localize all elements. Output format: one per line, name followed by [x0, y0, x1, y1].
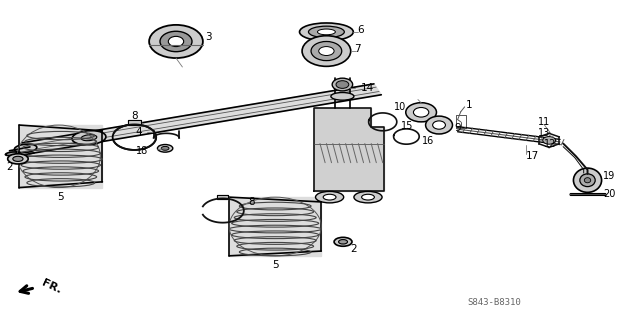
Text: 5: 5: [272, 260, 278, 270]
Text: 19: 19: [603, 171, 615, 181]
Circle shape: [13, 156, 23, 161]
Ellipse shape: [308, 26, 344, 38]
Ellipse shape: [319, 47, 334, 56]
Polygon shape: [22, 84, 381, 154]
Text: 13: 13: [538, 128, 550, 138]
Ellipse shape: [362, 194, 374, 200]
Text: FR.: FR.: [40, 277, 63, 295]
Ellipse shape: [584, 178, 591, 183]
Text: 12: 12: [544, 139, 556, 149]
Text: 1: 1: [466, 100, 472, 110]
Text: 10: 10: [394, 101, 406, 112]
Circle shape: [334, 237, 352, 246]
Ellipse shape: [5, 152, 18, 156]
Ellipse shape: [300, 23, 353, 41]
Ellipse shape: [168, 36, 184, 47]
Ellipse shape: [302, 36, 351, 66]
Ellipse shape: [14, 144, 37, 152]
Text: 2: 2: [6, 162, 13, 172]
Polygon shape: [19, 125, 102, 188]
Ellipse shape: [426, 116, 452, 134]
Ellipse shape: [543, 137, 556, 144]
Ellipse shape: [149, 25, 203, 58]
Text: 17: 17: [526, 151, 540, 161]
Text: 5: 5: [58, 192, 64, 202]
Text: 11: 11: [538, 117, 550, 127]
Text: 8: 8: [248, 197, 255, 207]
Text: 8: 8: [131, 111, 138, 122]
Polygon shape: [217, 195, 228, 199]
Ellipse shape: [332, 78, 353, 91]
Ellipse shape: [323, 194, 336, 200]
Text: 6: 6: [357, 25, 364, 35]
Ellipse shape: [433, 121, 445, 129]
Ellipse shape: [72, 130, 106, 145]
Ellipse shape: [580, 174, 595, 187]
Ellipse shape: [317, 29, 335, 35]
Text: 18: 18: [136, 146, 148, 156]
Polygon shape: [229, 197, 321, 256]
Ellipse shape: [331, 93, 354, 100]
Circle shape: [157, 145, 173, 152]
Text: 3: 3: [205, 32, 211, 42]
Text: 14: 14: [360, 83, 374, 93]
Ellipse shape: [81, 135, 97, 141]
Text: 2: 2: [351, 244, 357, 255]
Ellipse shape: [160, 31, 192, 52]
Ellipse shape: [413, 108, 429, 117]
Circle shape: [339, 240, 348, 244]
Ellipse shape: [311, 41, 342, 61]
Circle shape: [8, 154, 28, 164]
Text: S843-B8310: S843-B8310: [467, 298, 521, 307]
Text: 4: 4: [136, 127, 142, 137]
Text: 9: 9: [454, 122, 461, 133]
Text: 16: 16: [422, 136, 435, 146]
Circle shape: [161, 146, 169, 150]
Polygon shape: [128, 120, 141, 125]
Text: 20: 20: [603, 189, 615, 199]
Ellipse shape: [354, 191, 382, 203]
Polygon shape: [314, 108, 384, 191]
Ellipse shape: [406, 103, 436, 122]
Polygon shape: [10, 147, 34, 157]
Ellipse shape: [316, 191, 344, 203]
Text: 7: 7: [355, 44, 361, 55]
Ellipse shape: [336, 81, 349, 88]
Ellipse shape: [573, 168, 602, 192]
Text: 15: 15: [401, 121, 413, 131]
